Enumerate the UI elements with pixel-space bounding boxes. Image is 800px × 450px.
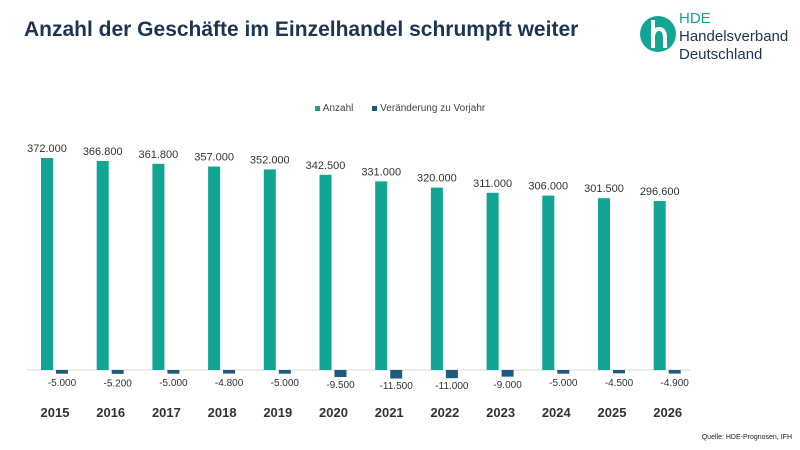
bar-veraenderung: [223, 370, 236, 374]
bar-veraenderung: [278, 370, 291, 374]
x-tick-label: 2017: [152, 405, 181, 420]
logo-line3: Deutschland: [679, 46, 763, 63]
page-title: Anzahl der Geschäfte im Einzelhandel sch…: [24, 18, 579, 41]
x-tick-label: 2025: [598, 405, 627, 420]
data-label-veraenderung: -4.800: [215, 378, 244, 389]
x-tick-label: 2022: [430, 405, 459, 420]
bar-anzahl: [96, 160, 109, 370]
legend-label: Veränderung zu Vorjahr: [380, 103, 486, 114]
x-tick-label: 2020: [319, 405, 348, 420]
data-label-veraenderung: -11.000: [435, 381, 469, 392]
bar-anzahl: [208, 166, 221, 370]
legend-label: Anzahl: [322, 103, 354, 114]
bar-anzahl: [542, 195, 555, 370]
data-label-veraenderung: -9.000: [493, 380, 522, 391]
bar-anzahl: [319, 174, 332, 370]
bar-veraenderung: [56, 370, 68, 374]
data-label-anzahl: 301.500: [584, 183, 624, 195]
bar-veraenderung: [557, 370, 570, 374]
x-tick-label: 2023: [486, 405, 515, 420]
bar-anzahl: [486, 192, 499, 370]
logo-text: HDE Handelsverband Deutschland: [679, 10, 788, 64]
data-label-anzahl: 306.000: [528, 181, 568, 193]
bar-veraenderung: [668, 370, 681, 374]
legend-item-anzahl: Anzahl: [314, 103, 354, 114]
data-label-veraenderung: -9.500: [326, 380, 355, 391]
data-label-anzahl: 342.500: [306, 160, 346, 172]
x-tick-label: 2016: [96, 405, 125, 420]
data-label-anzahl: 352.000: [250, 154, 290, 166]
data-label-veraenderung: -5.000: [271, 378, 300, 389]
x-tick-label: 2015: [41, 405, 70, 420]
bar-anzahl: [375, 181, 388, 370]
bar-veraenderung: [334, 370, 347, 378]
hde-logo: [640, 16, 676, 52]
bar-anzahl: [263, 169, 276, 370]
bar-anzahl: [653, 200, 666, 370]
source-note: Quelle: HDE-Prognosen, IFH: [701, 434, 792, 441]
bar-veraenderung: [501, 370, 514, 377]
bar-veraenderung: [111, 370, 124, 374]
data-label-anzahl: 361.800: [139, 149, 179, 161]
x-tick-label: 2021: [375, 405, 404, 420]
bar-anzahl: [598, 198, 610, 370]
data-label-anzahl: 366.800: [83, 146, 123, 158]
data-label-veraenderung: -5.000: [48, 378, 77, 389]
data-label-veraenderung: -5.200: [104, 378, 133, 389]
x-tick-label: 2018: [208, 405, 237, 420]
bar-anzahl: [430, 187, 443, 370]
data-label-veraenderung: -11.500: [380, 381, 414, 392]
data-label-anzahl: 296.600: [640, 186, 680, 198]
bar-anzahl: [152, 163, 165, 370]
legend: Anzahl Veränderung zu Vorjahr: [0, 103, 800, 114]
data-label-anzahl: 372.000: [27, 143, 67, 155]
data-label-anzahl: 320.000: [417, 173, 457, 185]
bar-veraenderung: [613, 370, 625, 374]
x-tick-label: 2026: [653, 405, 682, 420]
data-label-veraenderung: -4.900: [661, 378, 690, 389]
data-label-anzahl: 357.000: [194, 152, 234, 164]
x-tick-label: 2019: [263, 405, 292, 420]
bar-veraenderung: [167, 370, 180, 374]
data-label-anzahl: 331.000: [361, 166, 401, 178]
x-tick-label: 2024: [542, 405, 572, 420]
bar-anzahl: [41, 158, 53, 370]
bar-veraenderung: [445, 370, 458, 379]
data-label-veraenderung: -4.500: [605, 378, 634, 389]
logo-line1: HDE: [679, 10, 711, 27]
data-label-anzahl: 311.000: [473, 178, 512, 190]
logo-line2: Handelsverband: [679, 28, 789, 45]
legend-item-veraenderung: Veränderung zu Vorjahr: [372, 103, 485, 114]
bar-veraenderung: [390, 370, 403, 379]
data-label-veraenderung: -5.000: [159, 378, 188, 389]
data-label-veraenderung: -5.000: [549, 378, 578, 389]
